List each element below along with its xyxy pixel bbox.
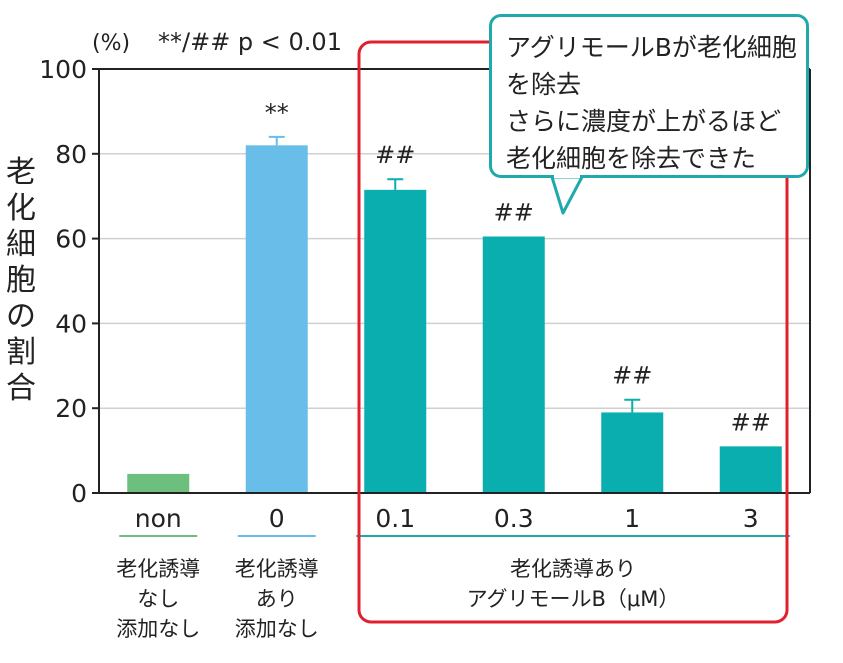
x-axis-tick-labels: non 0 0.1 0.3 1 3 [135,504,759,533]
group-label-line: 老化誘導 [116,557,200,581]
bars [127,145,782,494]
significance-mark: ## [494,198,534,226]
x-tick-label: 1 [624,504,640,533]
bar-0 [245,145,308,493]
y-axis-title-char: の [6,299,36,334]
significance-mark: ## [731,408,771,436]
group-label-line: なし [137,587,179,611]
group-label-line: あり [256,587,298,611]
error-bars [268,135,641,413]
significance-mark: ## [612,362,652,390]
y-axis-title-char: 合 [6,371,36,406]
bar-1 [601,412,664,493]
y-tick-label: 20 [55,394,87,423]
callout-line: 老化細胞を除去できた [506,144,757,173]
group-label-line: 老化誘導あり [510,557,636,581]
y-tick-label: 0 [71,479,87,508]
callout-pointer [550,173,584,215]
group-label-line: 老化誘導 [235,557,319,581]
callout-box: アグリモールBが老化細胞 を除去 さらに濃度が上がるほど 老化細胞を除去できた [489,14,809,178]
y-axis-title-char: 化 [6,191,36,226]
bar-3 [719,446,782,493]
x-tick-label: non [135,504,182,533]
callout-line: アグリモールBが老化細胞 [506,33,797,62]
significance-mark: ## [375,141,415,169]
bar-0.1 [364,189,427,493]
group-label-line: アグリモールB（μM） [467,587,680,611]
x-tick-label: 0 [269,504,285,533]
x-tick-label: 3 [743,504,759,533]
y-axis-title-char: 老 [6,155,36,190]
y-tick-label: 100 [39,55,87,84]
x-tick-label: 0.1 [375,504,415,533]
significance-note: **/## p < 0.01 [158,28,342,56]
y-tick-label: 80 [55,140,87,169]
x-tick-label: 0.3 [494,504,534,533]
significance-mark: ** [265,99,289,127]
y-tick-label: 60 [55,225,87,254]
bar-non [127,473,190,493]
y-unit-label: (%) [92,31,130,56]
group-label-line: 添加なし [116,617,200,641]
y-axis-title-char: 細 [6,227,36,262]
significance-marks: ** ## ## ## ## [265,99,771,437]
y-axis-title-char: 胞 [6,263,36,298]
callout-line: さらに濃度が上がるほど [506,107,782,136]
y-axis-title-char: 割 [6,335,36,370]
y-axis-ticks: 0 20 40 60 80 100 [39,55,99,508]
callout-line: を除去 [506,70,582,99]
y-tick-label: 40 [55,309,87,338]
group-label-line: 添加なし [235,617,319,641]
bar-0.3 [482,236,545,494]
